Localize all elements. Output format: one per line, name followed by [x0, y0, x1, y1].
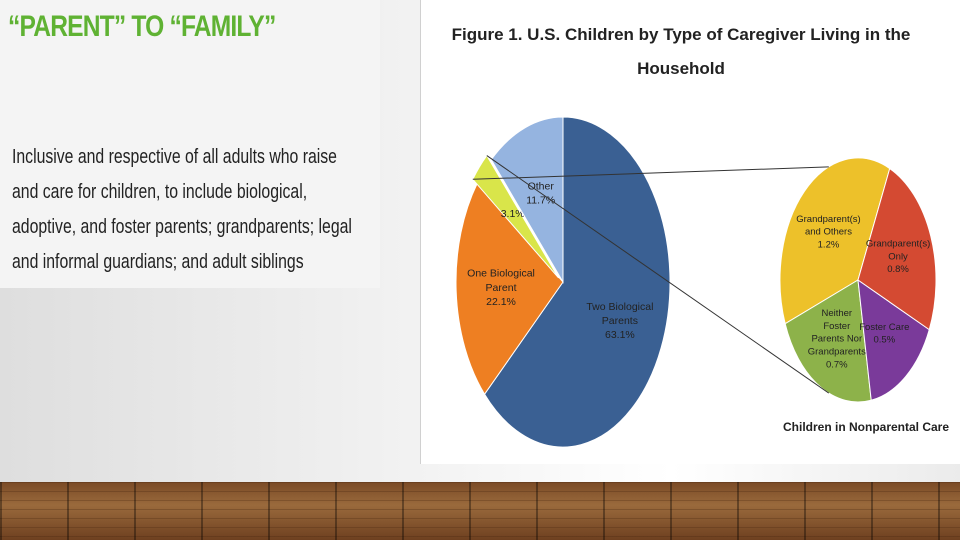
subchart-caption: Children in Nonparental Care [783, 420, 950, 434]
wood-floor-decoration [0, 482, 960, 540]
connector-line-top [472, 166, 829, 180]
pie-slice-grandparent-s-and-others [779, 157, 891, 325]
pie-slice-foster-care [857, 278, 930, 401]
chart-title: Figure 1. U.S. Children by Type of Careg… [451, 25, 911, 78]
slide-title: “PARENT” TO “FAMILY” [8, 10, 276, 43]
figure-panel: Figure 1. U.S. Children by Type of Careg… [420, 0, 960, 464]
slice-label-one-biological-parent: One Biological Parent 22.1% [467, 268, 535, 308]
slice-label-foster-care: Foster Care 0.5% [859, 322, 909, 346]
pie-slice-one-biological-parent [455, 182, 564, 396]
pie-slice-neither-foster-parents-nor-grandparents [784, 279, 872, 403]
pie-slice-other [490, 116, 564, 284]
slice-label-neither-foster-parents-nor-grandparents: Neither Foster Parents Nor Grandparents 0.7% [808, 308, 866, 370]
slice-label-grandparent-s-only: Grandparent(s) Only 0.8% [866, 238, 930, 275]
slice-label-two-biological-parents: Two Biological Parents 63.1% [586, 301, 653, 341]
text-panel: “PARENT” TO “FAMILY” Inclusive and respe… [0, 0, 380, 288]
slice-label-3-1: 3.1% [501, 208, 525, 220]
slice-label-grandparent-s-and-others: Grandparent(s) and Others 1.2% [796, 214, 860, 251]
pie-slice-grandparent-s-only [857, 167, 937, 331]
pie-slice-two-biological-parents [483, 116, 671, 448]
pie-chart: Two Biological Parents 63.1% One Biological… [455, 116, 937, 448]
slide-body-text: Inclusive and respective of all adults w… [12, 146, 352, 273]
connector-line-bottom [486, 155, 830, 394]
